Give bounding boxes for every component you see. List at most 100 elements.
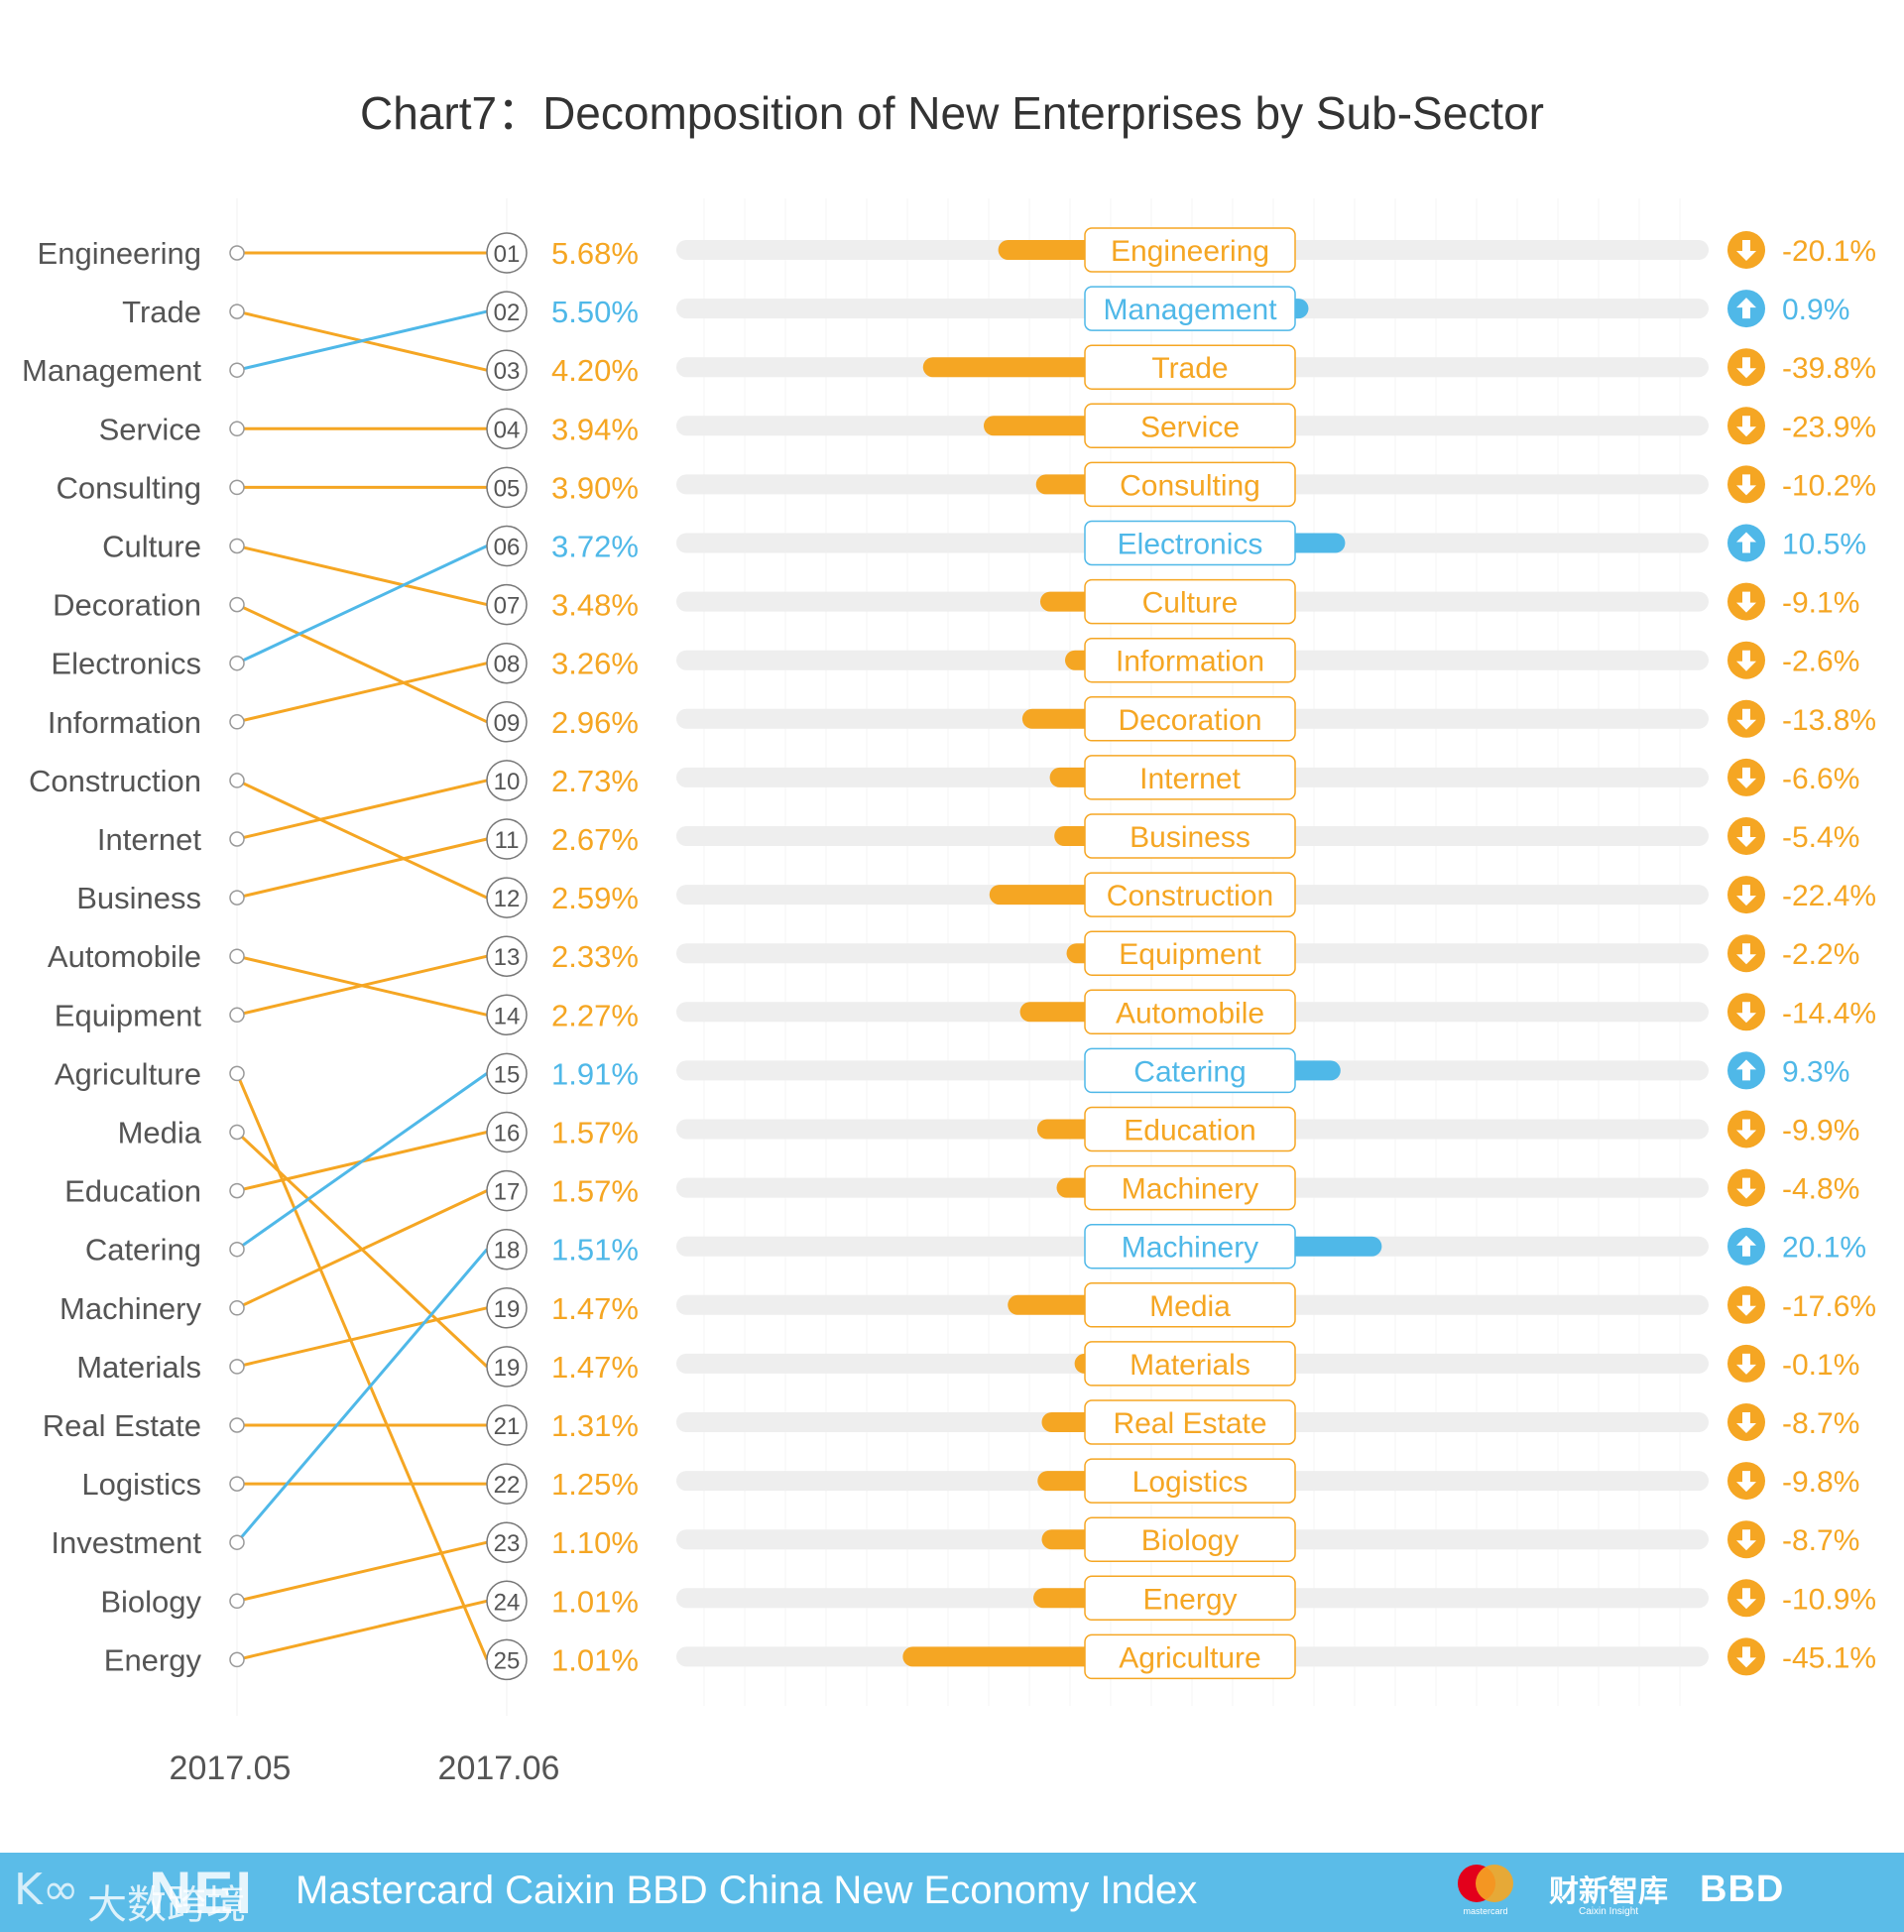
arrow-down-glyph xyxy=(1736,885,1756,906)
share-value: 2.67% xyxy=(551,822,639,857)
category-pill xyxy=(1084,227,1296,273)
left-dot xyxy=(229,1007,245,1024)
arrow-down-glyph xyxy=(1736,1588,1756,1610)
rank-circle xyxy=(486,583,528,626)
change-value: -6.6% xyxy=(1782,763,1859,795)
share-value: 3.48% xyxy=(551,588,639,623)
category-pill xyxy=(1084,989,1296,1035)
slope-line-business xyxy=(236,837,488,900)
left-dot xyxy=(229,1065,245,1082)
rank-number: 08 xyxy=(494,652,521,678)
mastercard-text: mastercard xyxy=(1463,1906,1508,1916)
bar-category-label: Business xyxy=(1130,821,1250,854)
share-value: 1.51% xyxy=(551,1233,639,1268)
share-value: 1.57% xyxy=(551,1174,639,1209)
category-pill xyxy=(1084,1399,1296,1445)
bar-category-label: Decoration xyxy=(1118,704,1261,737)
arrow-up-glyph xyxy=(1736,1059,1756,1081)
category-pill xyxy=(1084,1223,1296,1269)
change-value: -22.4% xyxy=(1782,880,1876,912)
arrow-up-glyph xyxy=(1736,298,1756,319)
left-category-label: Business xyxy=(76,881,201,915)
left-category-label: Media xyxy=(118,1116,202,1150)
left-dot xyxy=(229,421,245,437)
rank-circle xyxy=(486,1287,528,1329)
bar-category-label: Agriculture xyxy=(1119,1641,1260,1674)
slope-line-electronics xyxy=(236,544,488,665)
arrow-down-glyph xyxy=(1736,591,1756,613)
bar-category-label: Service xyxy=(1140,411,1240,443)
left-category-label: Equipment xyxy=(55,998,202,1032)
slope-line-investment xyxy=(235,1248,489,1544)
left-category-label: Energy xyxy=(104,1642,202,1677)
change-value: -45.1% xyxy=(1782,1641,1876,1674)
rank-circle xyxy=(486,642,528,684)
bar-category-label: Equipment xyxy=(1119,938,1261,971)
rank-circle xyxy=(486,1404,528,1446)
rank-number: 24 xyxy=(494,1589,521,1616)
share-value: 5.68% xyxy=(551,236,639,271)
change-value: 0.9% xyxy=(1782,294,1849,326)
rank-circle xyxy=(486,408,528,450)
slope-line-decoration xyxy=(236,603,488,724)
category-pill xyxy=(1084,461,1296,508)
rank-circle xyxy=(486,1111,528,1153)
change-value: 20.1% xyxy=(1782,1232,1866,1265)
left-dot xyxy=(229,479,245,496)
chart-canvas: Chart7：Decomposition of New Enterprises … xyxy=(22,87,1876,1787)
left-dot xyxy=(229,1359,245,1375)
rank-number: 02 xyxy=(494,300,521,326)
category-pill xyxy=(1084,696,1296,742)
bar-category-label: Culture xyxy=(1142,587,1239,620)
arrow-down-glyph xyxy=(1736,1177,1756,1199)
x-label-2017-05: 2017.05 xyxy=(170,1750,292,1787)
category-pill xyxy=(1084,755,1296,800)
bar-category-label: Real Estate xyxy=(1113,1407,1266,1440)
slope-line-energy xyxy=(236,1599,488,1661)
rank-number: 03 xyxy=(494,358,521,385)
left-category-label: Materials xyxy=(76,1350,201,1385)
left-category-label: Agriculture xyxy=(55,1056,201,1091)
footer-title: Mastercard Caixin BBD China New Economy … xyxy=(296,1869,1198,1912)
arrow-down-glyph xyxy=(1736,1002,1756,1024)
bar-category-label: Machinery xyxy=(1122,1232,1258,1265)
share-value: 2.73% xyxy=(551,764,639,798)
bar-chart: Engineering -20.1% Management 0.9% Trade -39.… xyxy=(676,227,1876,1680)
rank-circle xyxy=(486,994,528,1036)
change-value: -8.7% xyxy=(1782,1524,1859,1557)
chart-title: Chart7：Decomposition of New Enterprises … xyxy=(360,87,1544,139)
left-category-label: Engineering xyxy=(38,236,201,271)
change-value: -14.4% xyxy=(1782,997,1876,1029)
left-category-label: Investment xyxy=(51,1525,201,1560)
share-value: 3.72% xyxy=(551,530,639,564)
bar-category-label: Internet xyxy=(1139,763,1241,795)
category-pill xyxy=(1084,1282,1296,1328)
left-dot xyxy=(229,948,245,964)
rank-number: 07 xyxy=(494,593,521,620)
left-dot xyxy=(229,714,245,730)
left-dot xyxy=(229,1182,245,1199)
left-dot xyxy=(229,245,245,261)
bar-category-label: Engineering xyxy=(1111,235,1269,268)
left-dot xyxy=(229,1300,245,1316)
change-value: -23.9% xyxy=(1782,411,1876,443)
rank-circle xyxy=(486,1169,528,1212)
rank-number: 14 xyxy=(494,1003,521,1029)
bar-category-label: Automobile xyxy=(1116,997,1264,1029)
category-pill xyxy=(1084,578,1296,625)
slope-line-internet xyxy=(236,779,488,841)
rank-number: 05 xyxy=(494,475,521,502)
rank-circle xyxy=(486,818,528,860)
category-pill xyxy=(1084,403,1296,449)
bar-category-label: Catering xyxy=(1133,1055,1246,1088)
left-category-label: Construction xyxy=(29,764,201,798)
left-category-label: Biology xyxy=(100,1584,201,1619)
change-value: 9.3% xyxy=(1782,1055,1849,1088)
category-pill xyxy=(1084,286,1296,331)
left-category-label: Consulting xyxy=(57,470,201,505)
rank-number: 21 xyxy=(494,1413,521,1440)
rank-circle xyxy=(486,1463,528,1505)
change-value: -8.7% xyxy=(1782,1407,1859,1440)
bbd-logo: BBD xyxy=(1700,1869,1785,1910)
left-category-label: Education xyxy=(64,1174,201,1209)
